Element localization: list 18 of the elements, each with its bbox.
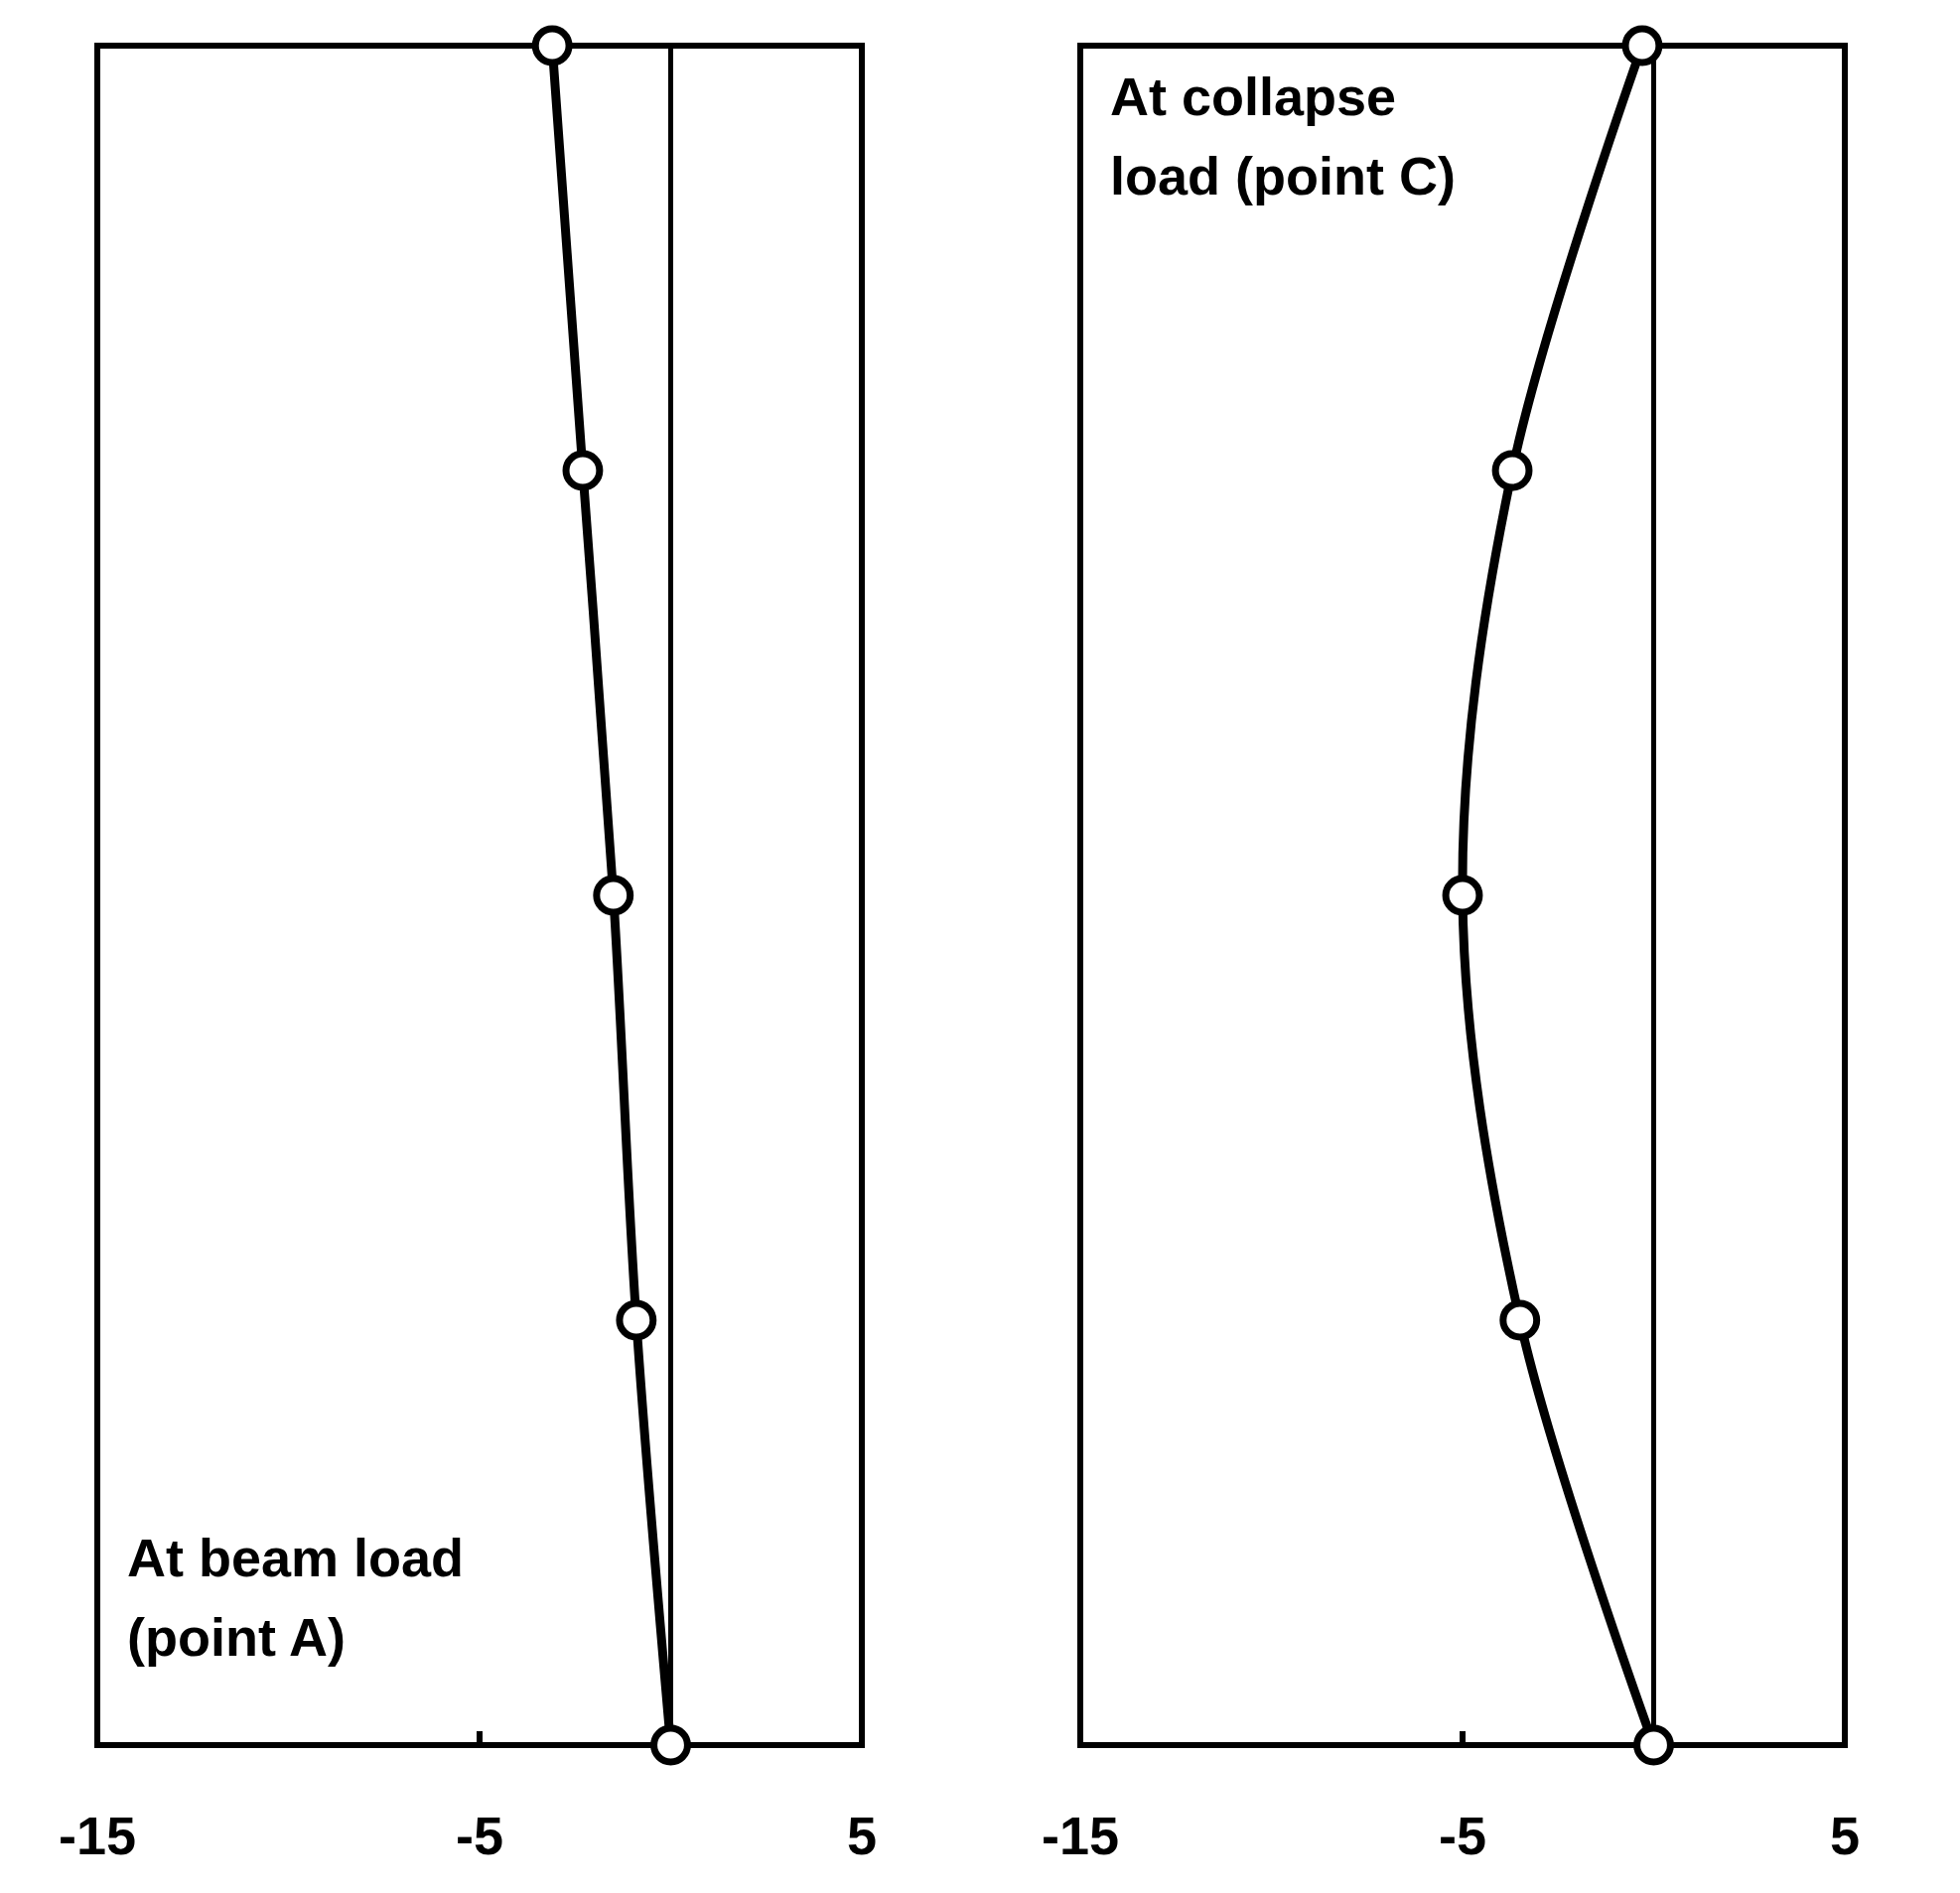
point [593,875,634,916]
x-tick-label: -5 [455,1806,504,1865]
x-tick-label: -15 [1041,1806,1120,1865]
point [1499,1299,1541,1341]
annotation: At collapse load (point C) [1110,67,1456,205]
x-tick-label: 5 [846,1806,878,1865]
annotation: At beam load (point A) [127,1528,465,1667]
point [1633,1724,1674,1766]
point [650,1724,691,1766]
point [1491,450,1533,491]
x-tick-label: -15 [58,1806,137,1865]
point [616,1299,657,1341]
point [562,450,604,491]
point [531,25,573,67]
x-tick-label: 5 [1829,1806,1861,1865]
point [1442,875,1483,916]
x-tick-label: -5 [1438,1806,1487,1865]
point [1621,25,1663,67]
